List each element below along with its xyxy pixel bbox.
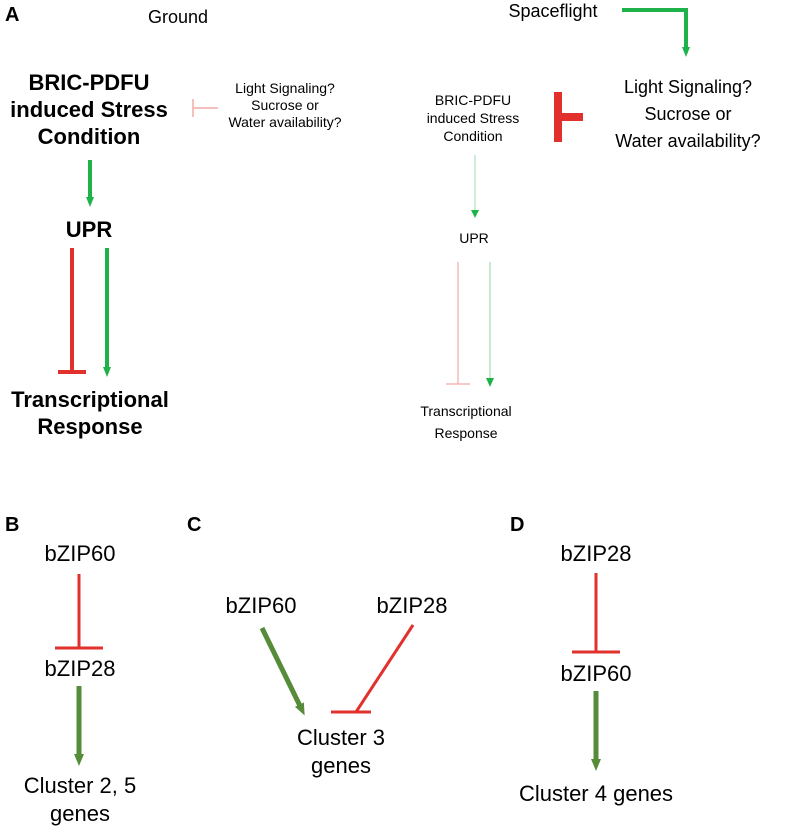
spaceflight-transcriptional-response: Transcriptional Response (420, 403, 512, 441)
inhibitor-upr-to-response-ground (58, 248, 86, 374)
b-bzip60: bZIP60 (44, 541, 116, 566)
inhibitor-signaling-to-stress-spaceflight (554, 92, 583, 142)
c-bzip60: bZIP60 (225, 593, 297, 618)
inhibitor-bzip60-to-bzip28-b (55, 574, 103, 650)
d-bzip60: bZIP60 (560, 661, 632, 686)
panel-label-b: B (5, 514, 20, 536)
d-cluster-target: Cluster 4 genes (518, 781, 674, 806)
panel-label-d: D (510, 514, 525, 536)
ground-upr: UPR (65, 217, 113, 242)
ground-inhibitor-factors: Light Signaling? Sucrose or Water availa… (228, 80, 342, 130)
inhibitor-bzip28-to-bzip60-d (572, 573, 620, 654)
d-bzip28: bZIP28 (560, 541, 632, 566)
arrow-stress-to-upr-spaceflight (471, 155, 479, 218)
inhibitor-ground-to-stress (192, 99, 218, 117)
ground-title: Ground (147, 7, 209, 27)
inhibitor-bzip28-to-cluster-c (331, 624, 415, 714)
arrow-bzip60-to-cluster-c (259, 626, 305, 716)
ground-transcriptional-response: Transcriptional Response (11, 387, 169, 439)
spaceflight-inhibitor-factors: Light Signaling? Sucrose or Water availa… (615, 77, 761, 151)
c-bzip28: bZIP28 (376, 593, 448, 618)
ground-stress-condition: BRIC-PDFU induced Stress Condition (10, 70, 168, 149)
b-cluster-target: Cluster 2, 5 genes (23, 773, 137, 826)
arrow-upr-to-response-spaceflight (486, 262, 494, 387)
panel-label-a: A (5, 4, 20, 26)
panel-label-c: C (187, 514, 202, 536)
inhibitor-upr-to-response-spaceflight (446, 262, 470, 385)
spaceflight-title: Spaceflight (508, 1, 598, 21)
arrow-spaceflight-to-signaling (622, 8, 690, 57)
spaceflight-stress-condition: BRIC-PDFU induced Stress Condition (426, 92, 520, 144)
spaceflight-upr: UPR (459, 230, 489, 246)
b-bzip28: bZIP28 (44, 656, 116, 681)
c-cluster-target: Cluster 3 genes (296, 725, 386, 778)
